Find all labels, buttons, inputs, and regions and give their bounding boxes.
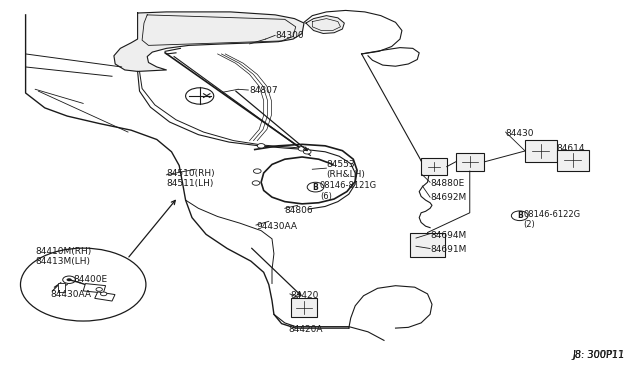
Text: 84410M(RH)
84413M(LH): 84410M(RH) 84413M(LH) bbox=[35, 247, 92, 266]
Text: 84430AA: 84430AA bbox=[50, 290, 91, 299]
Circle shape bbox=[511, 211, 528, 221]
Text: 84553
(RH&LH): 84553 (RH&LH) bbox=[326, 160, 365, 179]
Circle shape bbox=[96, 288, 102, 291]
Text: 84691M: 84691M bbox=[430, 246, 467, 254]
FancyBboxPatch shape bbox=[421, 158, 447, 175]
Bar bbox=[58, 283, 65, 292]
Text: J8: 300P11: J8: 300P11 bbox=[573, 350, 625, 360]
FancyBboxPatch shape bbox=[291, 298, 317, 317]
Text: 84400E: 84400E bbox=[74, 275, 108, 284]
Text: 84300: 84300 bbox=[275, 31, 304, 40]
Bar bbox=[95, 292, 115, 301]
Circle shape bbox=[303, 150, 311, 154]
Text: 84692M: 84692M bbox=[430, 193, 467, 202]
FancyBboxPatch shape bbox=[456, 153, 484, 171]
Text: 84430: 84430 bbox=[506, 129, 534, 138]
Text: 84880E: 84880E bbox=[430, 179, 465, 187]
FancyBboxPatch shape bbox=[410, 233, 445, 257]
Polygon shape bbox=[114, 12, 304, 71]
Bar bbox=[83, 283, 106, 293]
Text: 94430AA: 94430AA bbox=[256, 222, 297, 231]
Circle shape bbox=[298, 147, 306, 151]
Circle shape bbox=[252, 181, 260, 185]
Circle shape bbox=[257, 144, 265, 148]
Text: 84694M: 84694M bbox=[430, 231, 467, 240]
Text: 08146-6122G
(2): 08146-6122G (2) bbox=[524, 210, 580, 229]
Circle shape bbox=[100, 292, 107, 296]
Circle shape bbox=[307, 182, 324, 192]
Text: B: B bbox=[517, 211, 522, 220]
Circle shape bbox=[63, 276, 76, 283]
Text: 84420A: 84420A bbox=[288, 325, 323, 334]
Text: B: B bbox=[313, 183, 318, 192]
Text: 08146-8121G
(6): 08146-8121G (6) bbox=[320, 181, 377, 201]
Text: 84807: 84807 bbox=[250, 86, 278, 94]
FancyBboxPatch shape bbox=[525, 140, 557, 162]
FancyBboxPatch shape bbox=[557, 150, 589, 171]
Text: 84420: 84420 bbox=[290, 291, 318, 300]
Text: 84806: 84806 bbox=[285, 206, 314, 215]
Circle shape bbox=[253, 169, 261, 173]
Text: 84614: 84614 bbox=[557, 144, 586, 153]
Polygon shape bbox=[306, 16, 344, 33]
Text: J8: 300P11: J8: 300P11 bbox=[573, 350, 625, 360]
Text: 84510(RH)
84511(LH): 84510(RH) 84511(LH) bbox=[166, 169, 215, 188]
Circle shape bbox=[67, 278, 72, 281]
